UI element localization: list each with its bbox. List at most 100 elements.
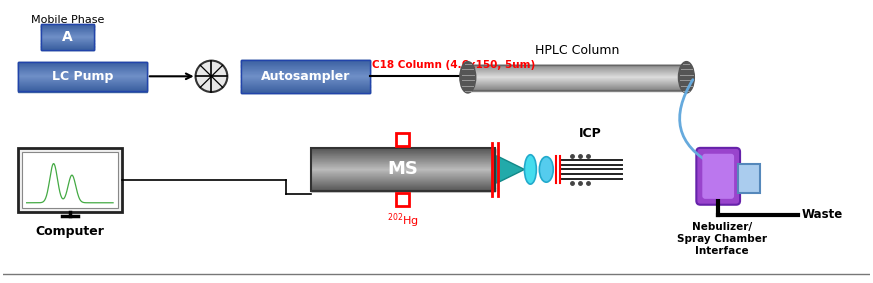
Bar [241, 77, 370, 78]
Bar [241, 61, 370, 62]
Bar [40, 30, 94, 31]
Bar [241, 71, 370, 72]
Bar [241, 90, 370, 91]
Bar [468, 69, 686, 70]
Polygon shape [497, 156, 525, 183]
Bar [241, 76, 370, 77]
Bar [468, 72, 686, 73]
Bar [311, 181, 495, 182]
Bar [241, 70, 370, 71]
Bar [40, 35, 94, 36]
FancyBboxPatch shape [702, 154, 734, 199]
Bar [468, 67, 686, 68]
Bar [468, 77, 686, 78]
Bar [17, 70, 147, 71]
Bar [468, 68, 686, 69]
Bar [311, 169, 495, 170]
Bar [241, 72, 370, 74]
Bar [468, 84, 686, 85]
Bar [311, 167, 495, 168]
Bar [311, 166, 495, 167]
Bar [40, 49, 94, 50]
Bar [241, 60, 370, 93]
Bar [40, 33, 94, 34]
Bar [468, 83, 686, 84]
Bar [311, 170, 495, 171]
Bar [17, 74, 147, 75]
Bar [468, 75, 686, 76]
Bar [241, 65, 370, 66]
Bar [40, 43, 94, 44]
Bar [468, 72, 686, 73]
Bar [17, 83, 147, 84]
Bar [17, 73, 147, 74]
Bar [40, 42, 94, 43]
Bar [241, 89, 370, 90]
Bar [468, 77, 686, 78]
Bar [40, 43, 94, 44]
Bar [311, 174, 495, 175]
Bar [311, 178, 495, 179]
Bar [241, 71, 370, 72]
Bar [17, 83, 147, 84]
Bar [40, 47, 94, 48]
Bar [17, 68, 147, 69]
Bar [311, 148, 495, 149]
Bar [40, 46, 94, 47]
Bar [468, 88, 686, 89]
Bar [311, 173, 495, 174]
Bar [17, 88, 147, 89]
Bar [311, 152, 495, 153]
Bar [311, 168, 495, 169]
Bar [40, 28, 94, 29]
Bar [241, 67, 370, 68]
Bar [40, 39, 94, 40]
Bar [311, 148, 495, 191]
Bar [17, 65, 147, 66]
Bar [17, 64, 147, 65]
Bar [241, 90, 370, 91]
Bar [241, 85, 370, 86]
Bar [311, 183, 495, 184]
Bar [311, 149, 495, 150]
Bar [241, 66, 370, 67]
Bar [468, 79, 686, 80]
Bar [311, 159, 495, 160]
Bar [17, 86, 147, 87]
Bar [468, 68, 686, 69]
Bar [241, 85, 370, 86]
Bar [241, 74, 370, 75]
Bar [241, 82, 370, 83]
Bar [40, 32, 94, 33]
Bar [311, 156, 495, 158]
Text: HPLC Column: HPLC Column [535, 44, 619, 57]
Bar [241, 78, 370, 79]
Bar [17, 67, 147, 68]
Bar [311, 171, 495, 173]
Bar [311, 187, 495, 188]
Bar [311, 172, 495, 173]
Bar [17, 71, 147, 72]
Bar [468, 79, 686, 80]
Bar [241, 78, 370, 80]
Bar [468, 90, 686, 91]
Bar [40, 41, 94, 42]
Bar [311, 179, 495, 181]
Bar [468, 74, 686, 75]
Bar [311, 177, 495, 179]
Text: Nebulizer/
Spray Chamber
Interface: Nebulizer/ Spray Chamber Interface [677, 222, 767, 256]
Bar [17, 80, 147, 81]
Bar [311, 165, 495, 166]
Bar [241, 60, 370, 61]
FancyBboxPatch shape [697, 148, 740, 205]
Bar [241, 63, 370, 65]
Bar [241, 73, 370, 74]
Bar [40, 33, 94, 34]
Bar [40, 25, 94, 26]
Text: Waste: Waste [801, 208, 843, 221]
Ellipse shape [678, 62, 694, 93]
Bar [40, 49, 94, 50]
Bar [311, 157, 495, 158]
Bar [311, 180, 495, 181]
Bar [311, 182, 495, 183]
